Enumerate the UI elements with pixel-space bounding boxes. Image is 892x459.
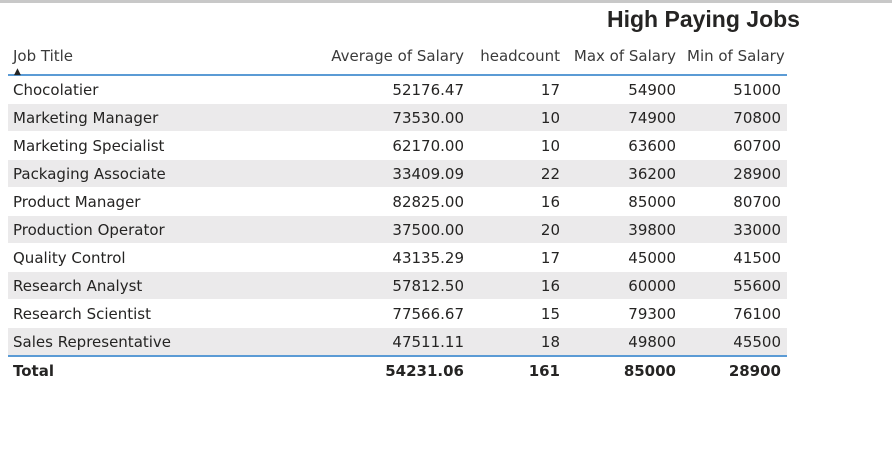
table-row[interactable]: Production Operator 37500.00 20 39800 33… (8, 215, 787, 244)
column-header-average-of-salary[interactable]: Average of Salary (317, 44, 470, 76)
cell-average-salary: 73530.00 (317, 103, 470, 132)
total-min-salary: 28900 (728, 362, 781, 380)
cell-average-salary: 43135.29 (317, 243, 470, 272)
table-row[interactable]: Packaging Associate 33409.09 22 36200 28… (8, 159, 787, 188)
cell-headcount: 10 (470, 103, 566, 132)
cell-job-title: Marketing Specialist (8, 131, 317, 160)
table-row[interactable]: Chocolatier 52176.47 17 54900 51000 (8, 75, 787, 104)
cell-job-title: Research Analyst (8, 271, 317, 300)
cell-headcount: 15 (470, 299, 566, 328)
cell-job-title: Marketing Manager (8, 103, 317, 132)
cell-headcount: 17 (470, 75, 566, 104)
cell-average-salary: 57812.50 (317, 271, 470, 300)
cell-headcount: 22 (470, 159, 566, 188)
cell-max-salary: 39800 (566, 215, 682, 244)
cell-max-salary: 45000 (566, 243, 682, 272)
column-header-label: headcount (480, 47, 560, 65)
cell-average-salary: 47511.11 (317, 327, 470, 357)
cell-max-salary: 74900 (566, 103, 682, 132)
table-row[interactable]: Sales Representative 47511.11 18 49800 4… (8, 327, 787, 357)
column-header-max-of-salary[interactable]: Max of Salary (566, 44, 682, 76)
cell-average-salary: 77566.67 (317, 299, 470, 328)
total-headcount: 161 (528, 362, 560, 380)
cell-job-title: Packaging Associate (8, 159, 317, 188)
cell-min-salary: 55600 (682, 271, 787, 300)
cell-average-salary: 33409.09 (317, 159, 470, 188)
total-label: Total (13, 362, 54, 380)
cell-min-salary: 45500 (682, 327, 787, 357)
table-row[interactable]: Quality Control 43135.29 17 45000 41500 (8, 243, 787, 272)
cell-min-salary: 41500 (682, 243, 787, 272)
cell-min-salary: 51000 (682, 75, 787, 104)
table-row[interactable]: Marketing Specialist 62170.00 10 63600 6… (8, 131, 787, 160)
cell-headcount: 17 (470, 243, 566, 272)
table-row[interactable]: Marketing Manager 73530.00 10 74900 7080… (8, 103, 787, 132)
cell-max-salary: 79300 (566, 299, 682, 328)
cell-headcount: 20 (470, 215, 566, 244)
column-header-job-title[interactable]: Job Title ▲ (8, 44, 317, 77)
column-header-headcount[interactable]: headcount (470, 44, 566, 76)
cell-average-salary: 82825.00 (317, 187, 470, 216)
cell-job-title: Chocolatier (8, 75, 317, 104)
cell-min-salary: 33000 (682, 215, 787, 244)
column-header-label: Min of Salary (687, 47, 785, 65)
cell-min-salary: 76100 (682, 299, 787, 328)
cell-job-title: Sales Representative (8, 327, 317, 357)
cell-max-salary: 63600 (566, 131, 682, 160)
cell-job-title: Research Scientist (8, 299, 317, 328)
total-max-salary: 85000 (623, 362, 676, 380)
cell-headcount: 16 (470, 271, 566, 300)
cell-max-salary: 60000 (566, 271, 682, 300)
table-row[interactable]: Research Scientist 77566.67 15 79300 761… (8, 299, 787, 328)
cell-max-salary: 85000 (566, 187, 682, 216)
cell-min-salary: 60700 (682, 131, 787, 160)
cell-headcount: 10 (470, 131, 566, 160)
column-header-label: Average of Salary (331, 47, 464, 65)
header-row: Job Title ▲ Average of Salary headcount … (8, 44, 787, 77)
total-average-salary: 54231.06 (385, 362, 464, 380)
cell-min-salary: 28900 (682, 159, 787, 188)
cell-job-title: Product Manager (8, 187, 317, 216)
cell-average-salary: 62170.00 (317, 131, 470, 160)
cell-min-salary: 70800 (682, 103, 787, 132)
sort-ascending-icon: ▲ (14, 67, 21, 77)
column-header-label: Job Title (13, 47, 74, 65)
visual-top-border (0, 0, 892, 3)
cell-headcount: 18 (470, 327, 566, 357)
table-visual[interactable]: Job Title ▲ Average of Salary headcount … (8, 44, 787, 385)
cell-job-title: Production Operator (8, 215, 317, 244)
cell-average-salary: 52176.47 (317, 75, 470, 104)
salary-table: Job Title ▲ Average of Salary headcount … (8, 44, 787, 385)
cell-max-salary: 36200 (566, 159, 682, 188)
table-row[interactable]: Product Manager 82825.00 16 85000 80700 (8, 187, 787, 216)
cell-headcount: 16 (470, 187, 566, 216)
column-header-min-of-salary[interactable]: Min of Salary (682, 44, 787, 76)
cell-max-salary: 49800 (566, 327, 682, 357)
cell-max-salary: 54900 (566, 75, 682, 104)
cell-job-title: Quality Control (8, 243, 317, 272)
table-row[interactable]: Research Analyst 57812.50 16 60000 55600 (8, 271, 787, 300)
cell-average-salary: 37500.00 (317, 215, 470, 244)
cell-min-salary: 80700 (682, 187, 787, 216)
visual-title: High Paying Jobs (607, 6, 800, 32)
column-header-label: Max of Salary (573, 47, 676, 65)
total-row: Total 54231.06 161 85000 28900 (8, 356, 787, 385)
